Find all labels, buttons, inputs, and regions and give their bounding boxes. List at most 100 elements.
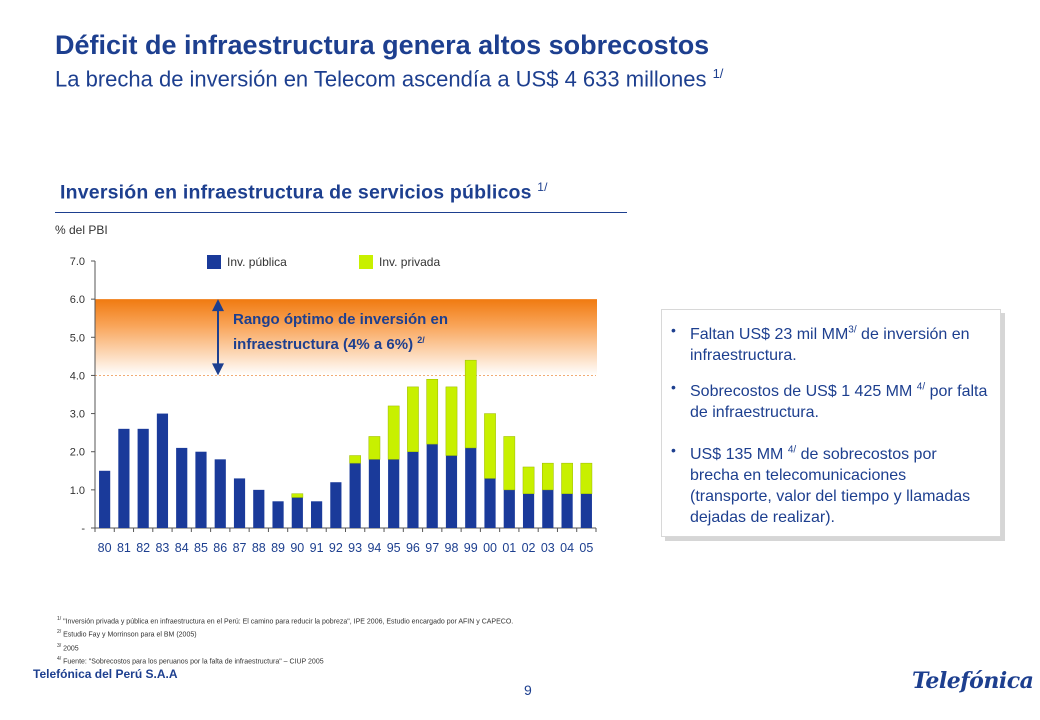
optimal-range-note: 2/ [417, 335, 425, 345]
bullet-text: Faltan US$ 23 mil MM3/ de inversión en i… [690, 325, 970, 365]
x-tick-label: 94 [367, 541, 381, 555]
bullet-dot-icon: • [671, 322, 676, 338]
bar-public [253, 489, 265, 528]
bar-private [387, 405, 400, 460]
bar-public [445, 455, 458, 528]
x-tick-label: 84 [175, 541, 189, 555]
bar-private [368, 436, 381, 460]
y-tick-label: - [81, 523, 85, 535]
optimal-range-band [95, 299, 597, 376]
bullet-text: US$ 135 MM 4/ de sobrecostos por brecha … [690, 445, 971, 527]
bar-public [137, 428, 149, 528]
subtitle-text: La brecha de inversión en Telecom ascend… [55, 66, 707, 92]
bar-public [426, 444, 438, 528]
bullet-dot-icon: • [671, 379, 676, 395]
x-tick-label: 87 [233, 541, 247, 555]
chart-title-text: Inversión en infraestructura de servicio… [60, 181, 532, 204]
x-tick-label: 82 [136, 541, 150, 555]
bar-public [542, 489, 554, 528]
x-tick-label: 92 [329, 541, 343, 555]
telefonica-logo-icon: Telefónica [912, 668, 1034, 694]
bar-public [291, 497, 303, 528]
y-axis-label: % del PBI [55, 223, 108, 237]
bar-public [233, 478, 246, 528]
bar-public [214, 459, 226, 528]
bar-public [484, 478, 496, 528]
x-tick-label: 81 [117, 541, 131, 555]
bar-public [580, 493, 592, 528]
y-tick-label: 5.0 [70, 332, 85, 344]
y-tick-label: 6.0 [70, 294, 85, 306]
bar-private [484, 413, 496, 479]
bar-public [272, 501, 284, 528]
x-tick-label: 99 [464, 541, 478, 555]
x-tick-label: 88 [252, 541, 266, 555]
x-tick-label: 83 [155, 541, 169, 555]
bar-public [349, 463, 361, 528]
bar-public [522, 493, 535, 528]
company-name: Telefónica del Perú S.A.A [33, 667, 178, 681]
legend-label-public: Inv. pública [227, 254, 287, 269]
bullet-item: • US$ 135 MM 4/ de sobrecostos por brecha… [671, 440, 990, 528]
y-tick-label: 2.0 [70, 447, 85, 459]
bar-public [465, 447, 477, 528]
bar-private [561, 462, 573, 494]
bar-public [561, 493, 573, 528]
investment-bar-chart: - 1.0 2.0 3.0 4.0 5.0 6.0 7.0 80 81 82 83 84 85 86 87 88… [70, 256, 597, 555]
bar-private [503, 436, 516, 491]
bar-public [99, 470, 111, 528]
bar-private [445, 386, 458, 456]
x-tick-label: 91 [310, 541, 324, 555]
legend-item-private: Inv. privada [359, 254, 440, 269]
legend-swatch-private [359, 254, 373, 269]
range-arrow-icon [212, 299, 224, 376]
bar-public [368, 459, 380, 528]
bar-private [580, 462, 593, 494]
bullet-dot-icon: • [671, 442, 676, 458]
x-tick-label: 90 [290, 541, 304, 555]
footnote-3: 3/ 2005 [57, 642, 79, 652]
y-tick-label: 7.0 [70, 256, 85, 268]
bars [99, 359, 593, 528]
y-tick-label: 4.0 [70, 370, 85, 382]
bar-public [176, 447, 188, 528]
footnotes: 1/ "Inversión privada y pública en infra… [57, 614, 513, 667]
bar-public [195, 451, 207, 528]
bar-public [311, 501, 323, 528]
legend-item-public: Inv. pública [207, 254, 287, 269]
x-tick-label: 03 [541, 541, 555, 555]
x-tick-label: 95 [387, 541, 401, 555]
x-tick-label: 80 [98, 541, 112, 555]
bar-private [291, 493, 304, 498]
footnote-2: 2/ Estudio Fay y Morrinson para el BM (2… [57, 629, 197, 639]
bullet-item: • Sobrecostos de US$ 1 425 MM 4/ por falt… [671, 377, 990, 423]
chart-title-underline [55, 212, 627, 213]
chart-title-note: 1/ [537, 180, 548, 194]
key-points-box: • Faltan US$ 23 mil MM3/ de inversión en … [661, 309, 1001, 537]
bar-public [118, 428, 130, 528]
x-tick-label: 85 [194, 541, 208, 555]
y-tick-label: 3.0 [70, 409, 85, 421]
range-arrow-head-down [212, 363, 224, 376]
legend-label-private: Inv. privada [379, 254, 441, 269]
slide-subtitle: La brecha de inversión en Telecom ascend… [55, 66, 723, 92]
bar-public [503, 489, 515, 528]
bar-private [426, 378, 439, 445]
chart-title: Inversión en infraestructura de servicio… [60, 180, 548, 205]
bullet-item: • Faltan US$ 23 mil MM3/ de inversión en … [671, 320, 990, 366]
legend-swatch-public [207, 254, 221, 269]
optimal-range-text: Rango óptimo de inversión en infraestruct… [233, 311, 449, 353]
x-tick-label: 04 [560, 541, 574, 555]
x-tick-label: 01 [502, 541, 516, 555]
bar-private [349, 455, 361, 464]
x-tick-label: 93 [348, 541, 362, 555]
bar-public [388, 459, 400, 528]
x-tick-label: 98 [445, 541, 459, 555]
x-tick-label: 05 [579, 541, 593, 555]
x-tick-label: 86 [213, 541, 227, 555]
x-tick-label: 00 [483, 541, 497, 555]
bar-private [522, 466, 535, 494]
y-tick-label: 1.0 [70, 485, 85, 497]
subtitle-note: 1/ [712, 66, 724, 81]
bullet-text: Sobrecostos de US$ 1 425 MM 4/ por falta… [690, 382, 988, 422]
